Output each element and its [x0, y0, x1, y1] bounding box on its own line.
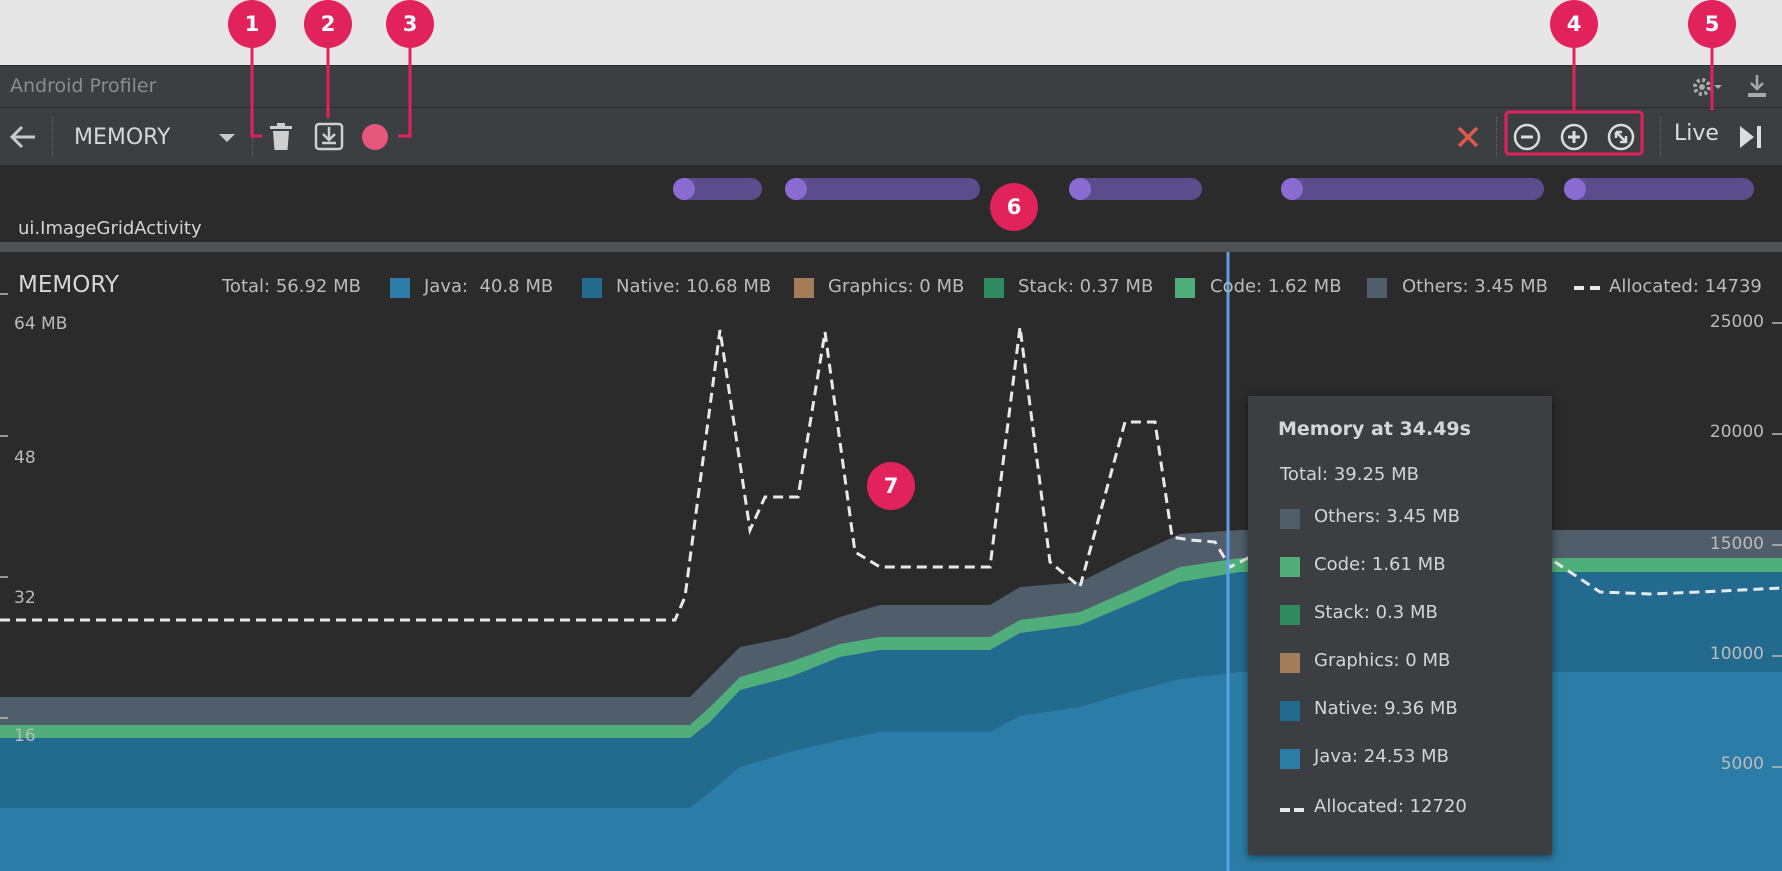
legend-stack-swatch — [984, 278, 1004, 298]
legend-native: Native: 10.68 MB — [616, 276, 772, 297]
toolbar-separator — [1496, 117, 1497, 157]
tooltip-stack: Stack: 0.3 MB — [1314, 602, 1438, 623]
tooltip-code-swatch — [1280, 557, 1300, 577]
event-activity-bar[interactable] — [1564, 178, 1754, 200]
tooltip-title: Memory at 34.49s — [1278, 418, 1471, 440]
close-icon[interactable] — [1456, 125, 1480, 149]
legend-allocated-swatch — [1574, 286, 1600, 290]
tooltip-code: Code: 1.61 MB — [1314, 554, 1446, 575]
tooltip-graphics-swatch — [1280, 653, 1300, 673]
tooltip-native: Native: 9.36 MB — [1314, 698, 1458, 719]
zoom-in-icon[interactable] — [1559, 122, 1589, 152]
event-dot — [785, 178, 807, 200]
y-axis-left-label: 48 — [14, 448, 36, 468]
allocated-line — [0, 326, 1782, 622]
tooltip-others: Others: 3.45 MB — [1314, 506, 1460, 527]
legend-java-swatch — [390, 278, 410, 298]
live-button[interactable]: Live — [1674, 121, 1719, 146]
jump-to-live-icon[interactable] — [1738, 124, 1764, 150]
toolbar-separator — [52, 117, 53, 157]
legend-native-swatch — [582, 278, 602, 298]
callout-6: 6 — [990, 183, 1038, 231]
tooltip-native-swatch — [1280, 701, 1300, 721]
back-arrow-icon[interactable] — [8, 122, 38, 152]
tooltip-java-swatch — [1280, 749, 1300, 769]
heap-dump-icon[interactable] — [314, 121, 344, 151]
tooltip-stack-swatch — [1280, 605, 1300, 625]
tooltip-java: Java: 24.53 MB — [1314, 746, 1449, 767]
legend-code-swatch — [1175, 278, 1195, 298]
legend-code: Code: 1.62 MB — [1210, 276, 1342, 297]
callout-5: 5 — [1688, 0, 1736, 48]
event-dot — [673, 178, 695, 200]
legend-total: Total: 56.92 MB — [222, 276, 361, 297]
toolbar-separator — [1660, 117, 1661, 157]
event-dot — [1069, 178, 1091, 200]
callout-4: 4 — [1550, 0, 1598, 48]
event-dot — [1281, 178, 1303, 200]
legend-others: Others: 3.45 MB — [1402, 276, 1548, 297]
callout-2: 2 — [304, 0, 352, 48]
tooltip-graphics: Graphics: 0 MB — [1314, 650, 1451, 671]
y-axis-right-label: 10000 — [1709, 644, 1764, 664]
live-label: Live — [1674, 121, 1719, 146]
memory-tooltip: Memory at 34.49s Total: 39.25 MB Others:… — [1248, 396, 1552, 855]
event-dot — [1564, 178, 1586, 200]
panel-divider[interactable] — [0, 242, 1782, 252]
callout-3: 3 — [386, 0, 434, 48]
y-axis-left-label: 32 — [14, 588, 36, 608]
activity-label: ui.ImageGridActivity — [18, 218, 202, 239]
event-activity-bar[interactable] — [1069, 178, 1202, 200]
tooltip-total: Total: 39.25 MB — [1280, 464, 1419, 485]
trash-icon[interactable] — [268, 122, 294, 152]
chevron-down-icon — [219, 134, 235, 142]
reset-zoom-icon[interactable] — [1606, 122, 1636, 152]
legend-allocated: Allocated: 14739 — [1609, 276, 1762, 297]
callout-1: 1 — [228, 0, 276, 48]
gear-icon[interactable] — [1690, 74, 1724, 100]
legend-java: Java: 40.8 MB — [424, 276, 554, 297]
event-timeline: ui.ImageGridActivity — [0, 166, 1782, 242]
event-activity-bar[interactable] — [673, 178, 762, 200]
y-axis-right-label: 5000 — [1720, 754, 1764, 774]
legend-others-swatch — [1367, 278, 1387, 298]
download-icon[interactable] — [1744, 72, 1770, 100]
tooltip-allocated-swatch — [1280, 808, 1304, 812]
y-axis-right-label: 20000 — [1709, 422, 1764, 442]
legend-stack: Stack: 0.37 MB — [1018, 276, 1154, 297]
profiler-selector[interactable]: MEMORY — [60, 116, 245, 158]
event-activity-bar[interactable] — [1281, 178, 1544, 200]
zoom-out-icon[interactable] — [1512, 122, 1542, 152]
y-axis-right-label: 15000 — [1709, 534, 1764, 554]
window-title: Android Profiler — [10, 75, 157, 97]
tooltip-allocated: Allocated: 12720 — [1314, 796, 1467, 817]
window-title-bar: Android Profiler — [0, 65, 1782, 108]
callout-7: 7 — [867, 462, 915, 510]
tooltip-others-swatch — [1280, 509, 1300, 529]
event-activity-bar[interactable] — [785, 178, 980, 200]
y-axis-left-label: 64 MB — [14, 314, 68, 334]
profiler-selector-label: MEMORY — [74, 125, 171, 150]
y-axis-left-label: 16 — [14, 726, 36, 746]
legend-graphics-swatch — [794, 278, 814, 298]
memory-chart[interactable]: MEMORY Total: 56.92 MB Java: 40.8 MB Nat… — [0, 252, 1782, 871]
y-axis-right-label: 25000 — [1709, 312, 1764, 332]
record-icon[interactable] — [362, 124, 388, 150]
profiler-toolbar: MEMORY — [0, 108, 1782, 166]
legend-graphics: Graphics: 0 MB — [828, 276, 965, 297]
chart-title: MEMORY — [18, 272, 119, 298]
